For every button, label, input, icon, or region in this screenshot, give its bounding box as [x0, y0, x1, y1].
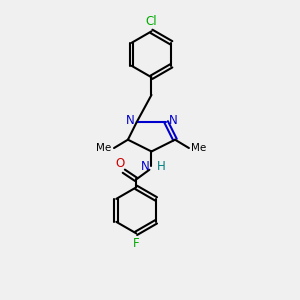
- Text: Me: Me: [191, 143, 206, 153]
- Text: O: O: [116, 157, 125, 170]
- Text: H: H: [157, 160, 166, 173]
- Text: N: N: [126, 114, 134, 127]
- Text: N: N: [141, 160, 150, 173]
- Text: F: F: [133, 237, 140, 250]
- Text: Cl: Cl: [146, 14, 157, 28]
- Text: Me: Me: [96, 143, 112, 153]
- Text: N: N: [169, 114, 177, 127]
